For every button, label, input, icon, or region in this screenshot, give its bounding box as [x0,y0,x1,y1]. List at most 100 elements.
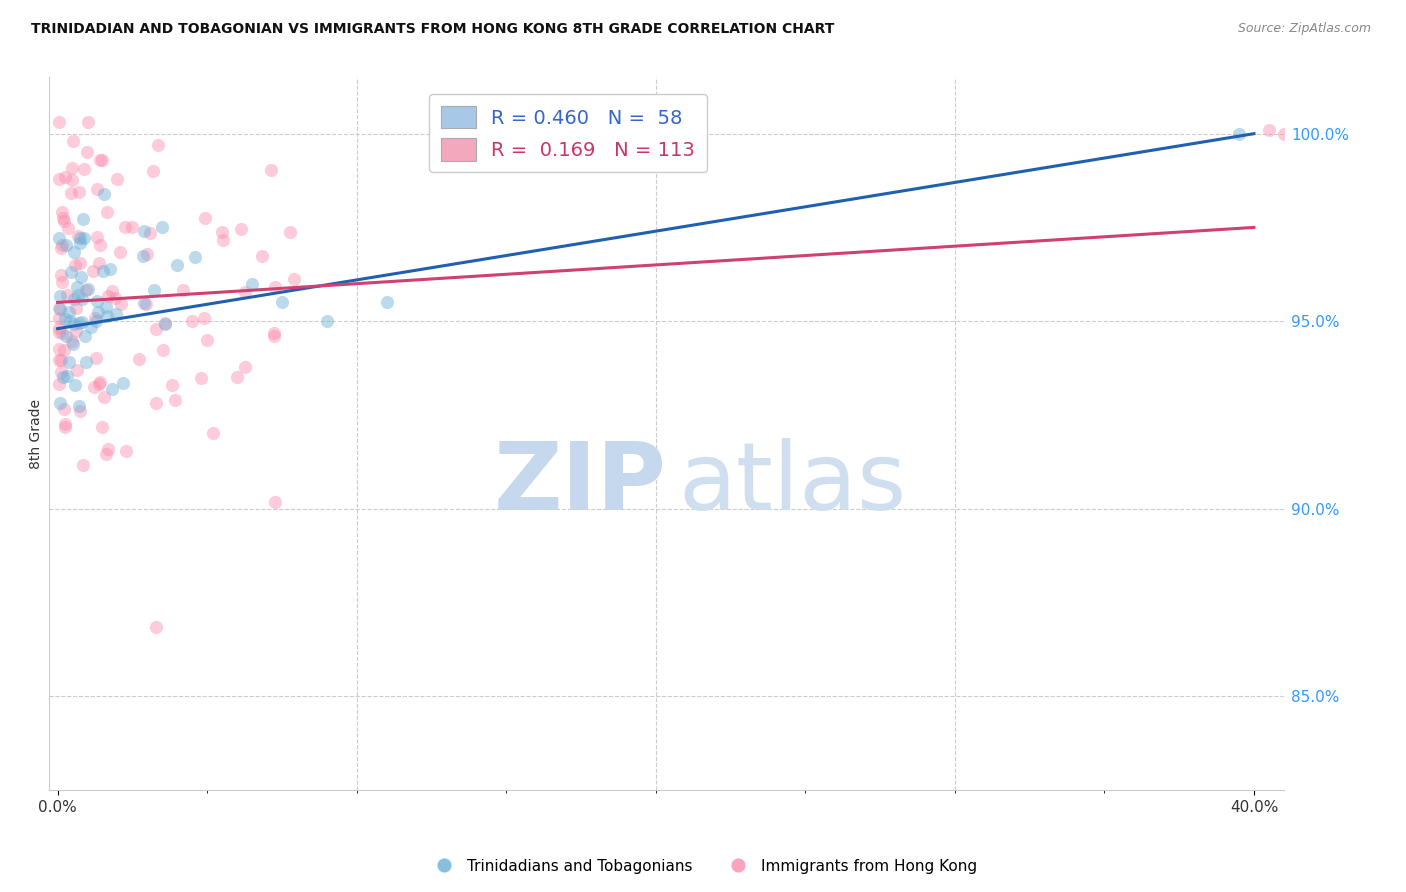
Point [53,214,76,228]
Point [51,326,73,340]
Point [94,447,117,461]
Point [108,244,131,259]
Point [150,220,173,235]
Point [75,284,97,298]
Point [152,343,174,358]
Point [114,444,136,458]
Point [195,333,218,347]
Point [263,326,285,340]
Point [48,301,70,315]
Point [77,115,100,129]
Point [62,134,84,148]
Point [128,352,150,367]
Point [62,337,84,351]
Point [58,355,80,369]
Point [56,368,79,383]
Point [86,293,108,308]
Point [94,300,117,314]
Point [51,205,73,219]
Point [48,353,70,368]
Point [283,272,305,286]
Legend: Trinidadians and Tobagonians, Immigrants from Hong Kong: Trinidadians and Tobagonians, Immigrants… [423,853,983,880]
Point [60,161,83,176]
Point [201,425,224,440]
Point [63,318,86,332]
Point [53,169,76,184]
Point [48,325,70,339]
Point [84,314,107,328]
Point [72,458,94,472]
Point [97,442,120,456]
Point [82,263,104,277]
Point [101,382,124,396]
Point [1258,123,1281,137]
Point [48,342,70,356]
Point [86,229,108,244]
Point [51,237,73,252]
Point [48,115,70,129]
Point [145,620,167,634]
Point [229,221,252,235]
Point [93,390,115,404]
Point [252,249,274,263]
Point [69,255,91,269]
Point [52,211,75,225]
Point [48,321,70,335]
Point [49,396,72,410]
Point [235,360,257,375]
Point [59,314,82,328]
Point [132,296,155,310]
Point [375,295,398,310]
Point [69,403,91,417]
Text: atlas: atlas [679,437,907,530]
Point [153,316,176,330]
Point [131,249,153,263]
Point [146,137,169,152]
Point [263,494,285,508]
Point [260,163,283,178]
Point [91,264,114,278]
Point [52,343,75,357]
Point [53,312,76,326]
Point [111,376,134,391]
Point [55,329,77,343]
Point [233,285,256,299]
Point [72,293,94,307]
Point [65,324,87,338]
Point [48,231,70,245]
Point [91,419,114,434]
Point [48,376,70,391]
Point [139,226,162,240]
Point [135,297,157,311]
Point [89,238,111,252]
Point [132,223,155,237]
Point [105,307,128,321]
Point [96,309,118,323]
Point [181,314,204,328]
Point [271,295,294,310]
Point [193,311,215,326]
Point [163,393,186,408]
Point [49,289,72,303]
Text: TRINIDADIAN AND TOBAGONIAN VS IMMIGRANTS FROM HONG KONG 8TH GRADE CORRELATION CH: TRINIDADIAN AND TOBAGONIAN VS IMMIGRANTS… [31,22,834,37]
Point [166,258,188,272]
Point [49,242,72,256]
Legend: R = 0.460   N =  58, R =  0.169   N = 113: R = 0.460 N = 58, R = 0.169 N = 113 [429,95,707,172]
Point [87,256,110,270]
Point [49,268,72,283]
Point [89,376,111,391]
Point [83,379,105,393]
Point [114,219,136,234]
Point [67,228,90,243]
Point [66,362,89,376]
Point [142,283,165,297]
Point [75,354,97,368]
Point [79,320,101,334]
Point [67,316,90,330]
Point [56,288,79,302]
Point [70,315,93,329]
Point [98,262,121,277]
Point [84,351,107,366]
Point [104,291,127,305]
Point [100,284,122,298]
